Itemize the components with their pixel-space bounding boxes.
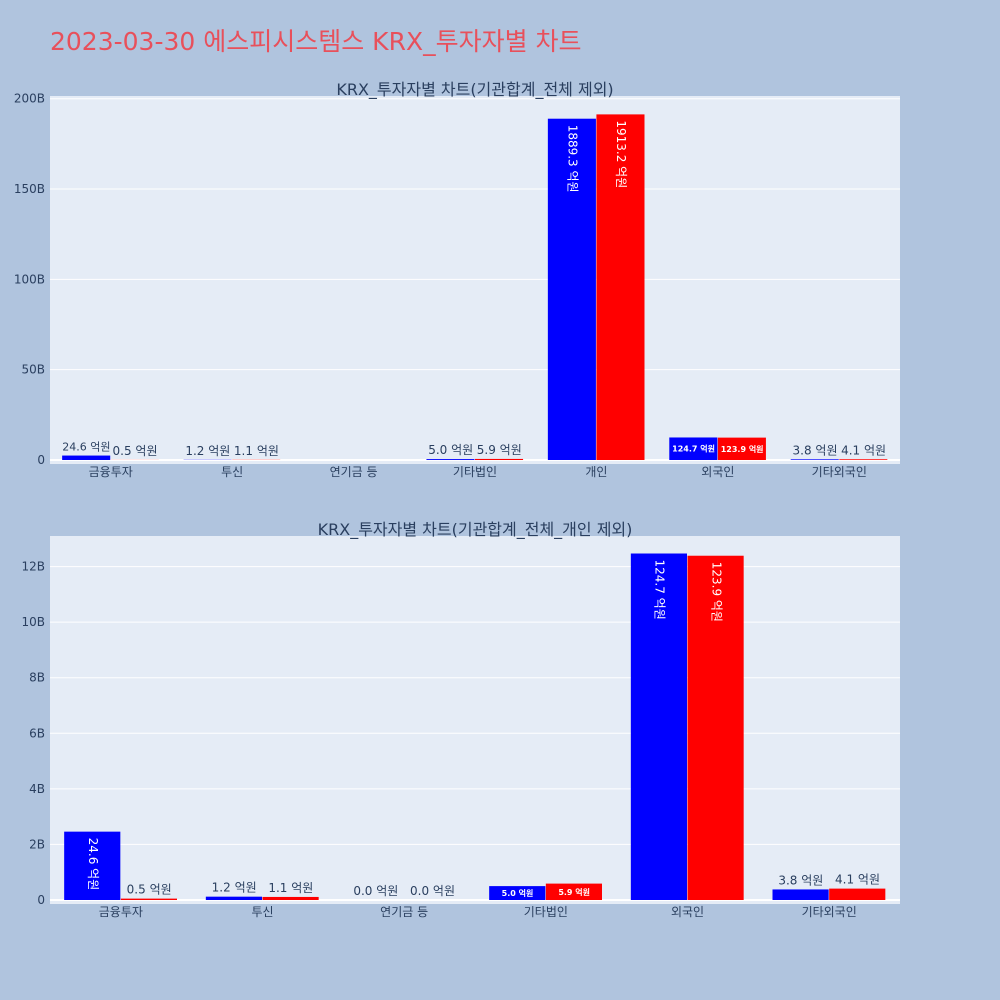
bar — [630, 553, 687, 900]
data-label: 123.9 억원 — [721, 444, 764, 454]
bar — [547, 118, 596, 461]
y-tick-label: 8B — [29, 671, 45, 685]
x-tick-label: 투신 — [251, 905, 273, 919]
bar — [489, 886, 546, 900]
bar — [64, 831, 121, 900]
data-label: 24.6 억원 — [62, 441, 110, 454]
x-tick-label: 투신 — [221, 465, 243, 479]
x-tick-label: 기타외국인 — [802, 905, 857, 919]
chart-title: KRX_투자자별 차트(기관합계_전체_개인 제외) — [318, 520, 633, 540]
data-label: 1889.3 억원 — [566, 125, 580, 193]
bar — [829, 888, 886, 900]
plot-area — [50, 96, 900, 464]
data-label: 3.8 억원 — [778, 873, 823, 887]
data-label: 123.9 억원 — [709, 562, 723, 622]
plot-area — [50, 536, 900, 904]
y-tick-label: 2B — [29, 837, 45, 851]
chart-1: 0 50B 100B 150B 200B KRX_투자자별 차트(기관합계_전체 제외) 금… — [14, 80, 900, 479]
x-tick-label: 연기금 등 — [380, 905, 428, 919]
bar — [772, 889, 829, 900]
data-label: 0.0 억원 — [353, 884, 398, 898]
data-label: 5.0 억원 — [428, 443, 473, 457]
y-tick-label: 6B — [29, 726, 45, 740]
data-label: 5.0 억원 — [502, 888, 534, 898]
chart-title: KRX_투자자별 차트(기관합계_전체 제외) — [336, 80, 613, 100]
bar — [62, 455, 111, 460]
data-label: 5.9 억원 — [477, 443, 522, 457]
data-label: 124.7 억원 — [653, 560, 667, 620]
data-label: 1913.2 억원 — [614, 120, 628, 188]
bar — [669, 437, 718, 460]
data-label: 124.7 억원 — [672, 444, 715, 454]
y-tick-label: 0 — [37, 893, 45, 907]
data-label: 4.1 억원 — [835, 873, 880, 887]
bar — [426, 459, 475, 460]
bar — [205, 896, 262, 900]
page-title: 2023-03-30 에스피시스템스 KRX_투자자별 차트 — [50, 27, 582, 56]
y-tick-label: 12B — [21, 560, 45, 574]
bar — [717, 437, 766, 460]
bar — [687, 555, 744, 900]
bar — [790, 459, 839, 460]
x-tick-label: 금융투자 — [89, 465, 133, 479]
x-tick-label: 금융투자 — [99, 905, 143, 919]
data-label: 5.9 억원 — [558, 887, 590, 897]
x-tick-label: 외국인 — [671, 905, 704, 919]
x-tick-label: 외국인 — [701, 465, 734, 479]
data-label: 1.2 억원 — [212, 881, 257, 895]
data-label: 1.2 억원 — [185, 444, 230, 458]
data-label: 0.5 억원 — [113, 444, 158, 458]
x-tick-label: 개인 — [585, 465, 607, 479]
x-tick-label: 연기금 등 — [330, 465, 378, 479]
y-tick-label: 4B — [29, 782, 45, 796]
bar — [475, 458, 524, 460]
chart-2: 0 2B 4B 6B 8B 10B 12B KRX_투자자별 차트(기관합계_전체_개인 제외… — [21, 520, 900, 919]
y-tick-label: 100B — [14, 272, 45, 286]
x-tick-label: 기타법인 — [453, 465, 497, 479]
bar — [596, 114, 645, 460]
bar — [839, 459, 888, 460]
x-tick-label: 기타법인 — [524, 905, 568, 919]
data-label: 0.5 억원 — [127, 883, 172, 897]
bar — [545, 883, 602, 900]
y-tick-label: 0 — [37, 453, 45, 467]
y-tick-label: 150B — [14, 182, 45, 196]
data-label: 1.1 억원 — [268, 881, 313, 895]
data-label: 4.1 억원 — [841, 443, 886, 457]
x-tick-label: 기타외국인 — [812, 465, 867, 479]
data-label: 3.8 억원 — [793, 443, 838, 457]
y-tick-label: 10B — [21, 615, 45, 629]
data-label: 24.6 억원 — [86, 838, 100, 891]
y-tick-label: 50B — [21, 363, 45, 377]
y-tick-label: 200B — [14, 92, 45, 106]
bar — [262, 896, 319, 900]
data-label: 0.0 억원 — [410, 884, 455, 898]
bar — [120, 898, 177, 900]
data-label: 1.1 억원 — [234, 444, 279, 458]
